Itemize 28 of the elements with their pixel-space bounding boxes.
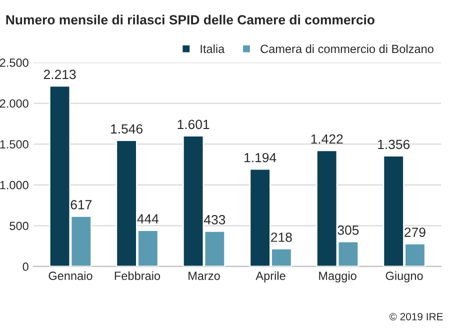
- x-tick-label: Gennaio: [48, 271, 92, 280]
- data-label: 1.422: [311, 134, 343, 144]
- chart-title: Numero mensile di rilasci SPID delle Camere di commercio: [6, 14, 374, 24]
- data-label: 305: [338, 225, 359, 235]
- data-label: 617: [70, 200, 92, 210]
- data-label: 1.601: [178, 120, 210, 130]
- y-tick-label: 2.500: [0, 58, 28, 67]
- x-tick-label: Giugno: [386, 271, 423, 282]
- data-label: 444: [137, 214, 159, 224]
- y-tick-label: 1.500: [0, 140, 28, 148]
- x-tick-label: Aprile: [256, 271, 286, 282]
- data-label: 433: [204, 215, 226, 224]
- data-label: 1.194: [244, 152, 276, 162]
- y-tick-label: 500: [10, 222, 28, 230]
- y-tick-label: 1.000: [0, 180, 28, 190]
- data-label: 1.546: [111, 124, 142, 134]
- y-tick-label: 2.000: [0, 99, 28, 108]
- x-tick-label: Febbraio: [114, 271, 160, 280]
- data-label: 1.356: [378, 140, 410, 150]
- data-label: 218: [271, 232, 292, 242]
- x-tick-label: Maggio: [319, 271, 356, 282]
- data-label: 279: [404, 228, 426, 237]
- y-tick-label: 0: [22, 262, 28, 271]
- x-tick-label: Marzo: [188, 272, 220, 280]
- data-label: 2.213: [44, 70, 76, 80]
- legend-label: Camera di commercio di Bolzano: [260, 44, 434, 54]
- legend-label: Italia: [200, 44, 225, 54]
- text: © 2019 IRE: [389, 312, 443, 320]
